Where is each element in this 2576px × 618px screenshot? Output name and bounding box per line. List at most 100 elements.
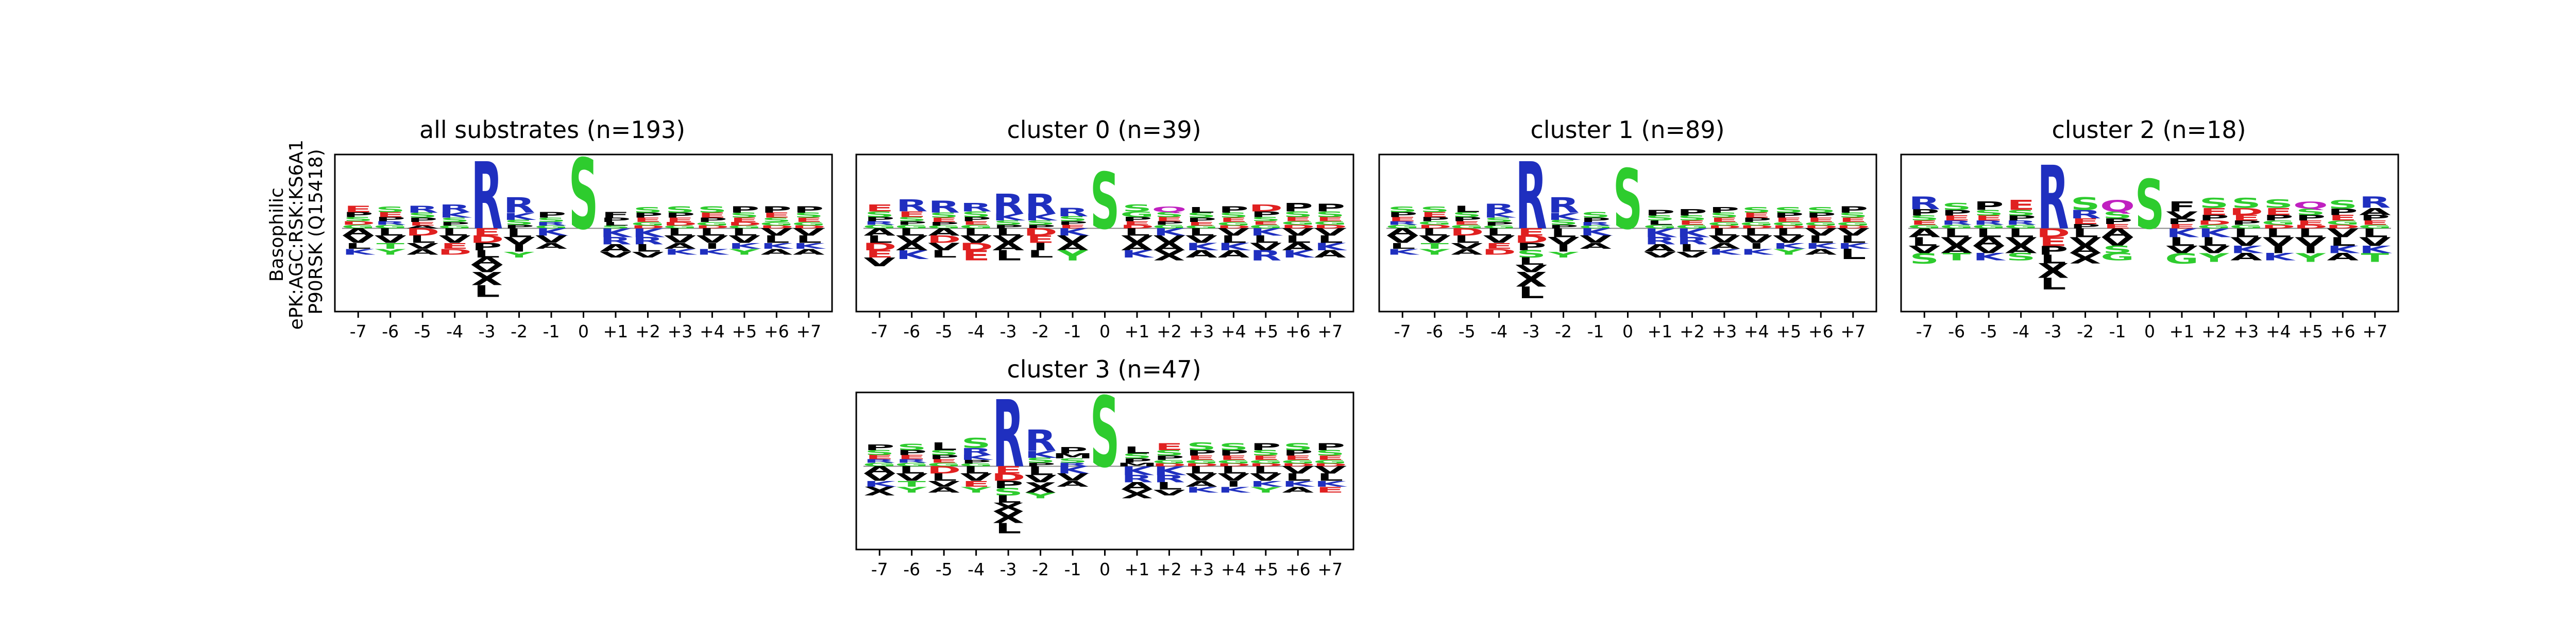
logo-glyph-below-p4-3: K bbox=[696, 247, 730, 256]
logo-glyph-below-p3-1: V bbox=[1185, 472, 1217, 484]
logo-panel-cluster-1: cluster 1 (n=89) GREPSAVLKDGPESLVTYGEPSL… bbox=[1378, 116, 1877, 341]
logo-glyph-above-m5-1: S bbox=[929, 212, 958, 219]
logo-glyph-above-m7-4: G bbox=[862, 462, 896, 468]
logo-glyph-below-m6-1: V bbox=[1419, 234, 1451, 246]
logo-glyph-above-m7-3: R bbox=[1386, 220, 1418, 226]
logo-glyph-below-p2-1: R bbox=[632, 235, 664, 247]
logo-glyph-below-p6-3: A bbox=[1282, 485, 1314, 494]
x-axis: -7 -6 -5 -4 -3 -2 -1 0 +1 +2 +3 +4 +5 +6 +7 bbox=[1916, 312, 2387, 341]
logo-glyph-below-m2-1: V bbox=[1025, 473, 1057, 485]
logo-glyph-above-m5-4: G bbox=[927, 225, 961, 229]
logo-glyph-above-m1-3: G bbox=[1579, 225, 1613, 229]
logo-glyph-below-p7-3: A bbox=[793, 247, 825, 256]
logo-glyph-below-m1-3: G bbox=[2100, 251, 2134, 263]
x-tick-label-p2: +2 bbox=[2201, 321, 2227, 341]
logo-glyph-below-p2-0: K bbox=[1676, 226, 1710, 240]
logo-glyph-below-p1-2: A bbox=[1121, 480, 1153, 492]
logo-glyph-below-p2-3: V bbox=[632, 250, 664, 260]
logo-glyph-above-m7-0: E bbox=[866, 202, 894, 214]
logo-glyph-below-p5-3: Y bbox=[1250, 485, 1282, 494]
x-tick-label-m1: -1 bbox=[1587, 321, 1604, 341]
logo-glyph-above-m6-1: E bbox=[1420, 211, 1449, 218]
logo-glyph-below-m4-1: V bbox=[960, 472, 992, 484]
logo-glyph-above-m4-0: S bbox=[961, 436, 991, 452]
logo-glyph-above-p2-0: S bbox=[633, 205, 663, 215]
logo-glyph-above-m1-0: P bbox=[536, 211, 566, 220]
logo-glyph-below-p4-1: V bbox=[1740, 234, 1772, 246]
logo-glyph-above-p6-0: S bbox=[1806, 205, 1836, 215]
logo-glyph-above-m7-4: G bbox=[1907, 224, 1941, 230]
logo-glyph-below-m2-2: A bbox=[2070, 244, 2102, 255]
logo-glyph-below-p5-3: Y bbox=[729, 247, 760, 256]
logo-glyph-below-p5-3: Y bbox=[2295, 251, 2327, 265]
logo-glyph-above-p7-2: E bbox=[1316, 216, 1345, 222]
logo-glyph-above-m2-3: P bbox=[2070, 223, 2100, 230]
logo-glyph-below-p7-2: K bbox=[2359, 244, 2393, 255]
logo-glyph-above-m3-0: R bbox=[471, 143, 502, 250]
logo-glyph-above-p5-2: E bbox=[1775, 217, 1803, 224]
logo-glyph-above-m7-1: S bbox=[865, 449, 894, 456]
logo-glyph-above-p7-2: E bbox=[1316, 455, 1345, 461]
logo-glyph-above-p6-0: S bbox=[1283, 441, 1313, 452]
logo-glyph-above-p7-2: E bbox=[795, 217, 823, 224]
logo-glyph-above-p6-3: G bbox=[1281, 459, 1315, 465]
logo-glyph-above-p5-0: P bbox=[730, 204, 759, 215]
logo-glyph-below-p2-2: L bbox=[635, 243, 661, 254]
logo-glyph-below-p4-1: V bbox=[1217, 472, 1249, 484]
logo-glyph-below-m4-0: L bbox=[963, 464, 989, 476]
logo-glyph-above-m5-3: E bbox=[1453, 220, 1481, 226]
logo-glyph-below-p1-2: A bbox=[1121, 241, 1153, 253]
logo-glyph-below-m4-2: E bbox=[962, 479, 990, 489]
logo-glyph-below-m3-5: V bbox=[1515, 263, 1547, 274]
logo-glyph-below-m4-2: D bbox=[959, 241, 993, 253]
logo-glyph-below-p6-1: L bbox=[2330, 235, 2356, 249]
logo-glyph-below-p1-0: K bbox=[1121, 464, 1155, 478]
logo-glyph-above-p2-1: S bbox=[1155, 449, 1184, 458]
logo-glyph-above-p4-2: P bbox=[697, 217, 727, 224]
logo-glyph-below-p6-1: L bbox=[1808, 234, 1834, 246]
logo-glyph-above-m6-2: P bbox=[1419, 216, 1450, 222]
x-tick-label-p3: +3 bbox=[2234, 321, 2259, 341]
logo-glyph-below-p2-1: L bbox=[2201, 235, 2227, 249]
logo-glyph-below-m4-0: L bbox=[2008, 226, 2034, 240]
x-tick-label-m6: -6 bbox=[382, 321, 399, 341]
logo-glyph-above-p3-1: P bbox=[665, 212, 695, 219]
logo-glyph-above-p5-2: E bbox=[731, 217, 759, 224]
logo-glyph-below-m4-3: D bbox=[438, 247, 472, 256]
logo-glyph-below-m3-2: P bbox=[2038, 244, 2068, 258]
x-tick-label-p5: +5 bbox=[2298, 321, 2324, 341]
logo-glyph-below-p1-1: V bbox=[1121, 234, 1153, 246]
logo-glyph-above-p7-2: E bbox=[1839, 217, 1868, 224]
x-tick-label-p7: +7 bbox=[1317, 559, 1343, 579]
logo-glyph-above-m6-3: P bbox=[896, 220, 927, 226]
logo-glyph-above-m4-0: E bbox=[2007, 198, 2035, 214]
logo-glyph-above-m5-2: P bbox=[408, 217, 438, 224]
logo-glyph-above-m1-0: S bbox=[1581, 211, 1610, 220]
logo-glyph-below-m1-1: V bbox=[535, 234, 567, 246]
logo-glyph-below-m3-7: L bbox=[995, 521, 1022, 537]
logo-glyph-below-m5-0: D bbox=[927, 464, 961, 476]
logo-glyph-below-p7-3: L bbox=[1840, 246, 1866, 262]
logo-glyph-below-m7-0: A bbox=[1386, 226, 1418, 238]
logo-glyph-below-m4-0: L bbox=[963, 226, 989, 238]
logo-glyph-below-p7-3: E bbox=[1316, 485, 1345, 494]
logo-glyph-above-p2-0: P bbox=[1677, 208, 1707, 218]
logo-glyph-above-p1-1: S bbox=[1122, 452, 1151, 460]
logo-glyph-below-m7-2: K bbox=[863, 479, 897, 489]
logo-glyph-below-m4-3: Y bbox=[960, 485, 992, 494]
logo-glyph-above-p7-0: P bbox=[1315, 441, 1346, 452]
logo-glyph-above-p4-3: G bbox=[1217, 459, 1251, 465]
logo-glyph-below-p2-0: K bbox=[2198, 226, 2232, 240]
logo-glyph-above-p7-3: G bbox=[1836, 221, 1870, 227]
logo-glyph-below-m2-0: L bbox=[1550, 226, 1577, 240]
logo-glyph-below-m6-3: K bbox=[896, 248, 929, 262]
logo-glyph-above-m2-1: K bbox=[1025, 212, 1058, 223]
x-tick-label-p4: +4 bbox=[1221, 321, 1246, 341]
logo-glyph-above-p5-1: S bbox=[2296, 207, 2325, 217]
x-tick-label-m7: -7 bbox=[1394, 321, 1411, 341]
logo-glyph-above-p7-3: G bbox=[1313, 459, 1347, 465]
logo-glyph-above-p2-4: G bbox=[1153, 224, 1187, 230]
logo-glyph-below-m7-0: A bbox=[342, 226, 374, 238]
logo-glyph-below-p5-1: V bbox=[728, 234, 760, 246]
logo-glyph-above-m4-2: P bbox=[961, 216, 991, 222]
